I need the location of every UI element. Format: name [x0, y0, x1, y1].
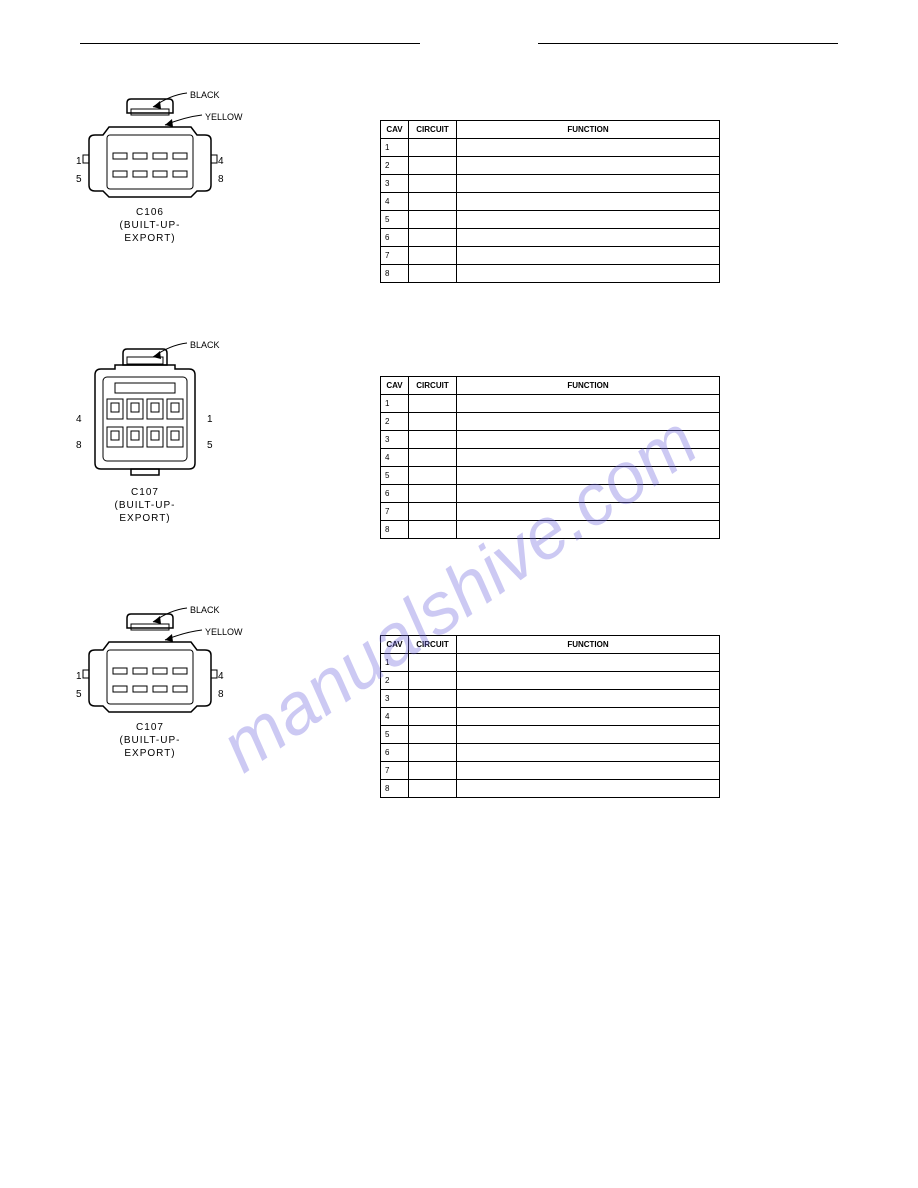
- header-rule-right: [538, 42, 838, 44]
- table-row: 6: [381, 229, 720, 247]
- connector-icon-male: [75, 335, 225, 480]
- table-row: 8: [381, 265, 720, 283]
- table-row: 6: [381, 744, 720, 762]
- table-row: 4: [381, 708, 720, 726]
- table-row: 7: [381, 762, 720, 780]
- connector-id: C106: [136, 207, 164, 218]
- table-row: 8: [381, 780, 720, 798]
- table-row: 3: [381, 690, 720, 708]
- table-row: 6: [381, 485, 720, 503]
- table-row: 3: [381, 175, 720, 193]
- table-body-1: 1 2 3 4 5 6 7 8: [381, 139, 720, 283]
- col-header-function: FUNCTION: [457, 377, 720, 395]
- col-header-circuit: CIRCUIT: [409, 377, 457, 395]
- table-row: 1: [381, 395, 720, 413]
- table-row: 1: [381, 139, 720, 157]
- table-row: 5: [381, 726, 720, 744]
- table-row: 3: [381, 431, 720, 449]
- table-row: 5: [381, 211, 720, 229]
- table-row: 4: [381, 449, 720, 467]
- col-header-function: FUNCTION: [457, 636, 720, 654]
- table-row: 4: [381, 193, 720, 211]
- col-header-circuit: CIRCUIT: [409, 636, 457, 654]
- page-header: [80, 42, 838, 44]
- pinout-table-3: CAV CIRCUIT FUNCTION 1 2 3 4 5 6 7 8: [380, 635, 720, 798]
- col-header-cav: CAV: [381, 636, 409, 654]
- col-header-function: FUNCTION: [457, 121, 720, 139]
- pinout-table-1: CAV CIRCUIT FUNCTION 1 2 3 4 5 6 7 8: [380, 120, 720, 283]
- connector-subtitle: (BUILT-UP-EXPORT): [120, 735, 181, 759]
- connector-id-label: C107 (BUILT-UP-EXPORT): [80, 721, 220, 760]
- table-body-3: 1 2 3 4 5 6 7 8: [381, 654, 720, 798]
- table-row: 2: [381, 413, 720, 431]
- connector-subtitle: (BUILT-UP-EXPORT): [120, 220, 181, 244]
- table-row: 1: [381, 654, 720, 672]
- header-rule-left: [80, 42, 420, 44]
- col-header-cav: CAV: [381, 121, 409, 139]
- table-row: 5: [381, 467, 720, 485]
- col-header-cav: CAV: [381, 377, 409, 395]
- table-row: 7: [381, 503, 720, 521]
- connector-icon-female: [75, 85, 235, 205]
- col-header-circuit: CIRCUIT: [409, 121, 457, 139]
- table-row: 7: [381, 247, 720, 265]
- connector-id: C107: [136, 722, 164, 733]
- table-body-2: 1 2 3 4 5 6 7 8: [381, 395, 720, 539]
- table-row: 8: [381, 521, 720, 539]
- connector-subtitle: (BUILT-UP-EXPORT): [115, 500, 176, 524]
- pinout-table-2: CAV CIRCUIT FUNCTION 1 2 3 4 5 6 7 8: [380, 376, 720, 539]
- connector-id: C107: [131, 487, 159, 498]
- table-row: 2: [381, 672, 720, 690]
- connector-icon-female: [75, 600, 235, 720]
- table-row: 2: [381, 157, 720, 175]
- connector-id-label: C106 (BUILT-UP-EXPORT): [80, 206, 220, 245]
- connector-id-label: C107 (BUILT-UP-EXPORT): [80, 486, 210, 525]
